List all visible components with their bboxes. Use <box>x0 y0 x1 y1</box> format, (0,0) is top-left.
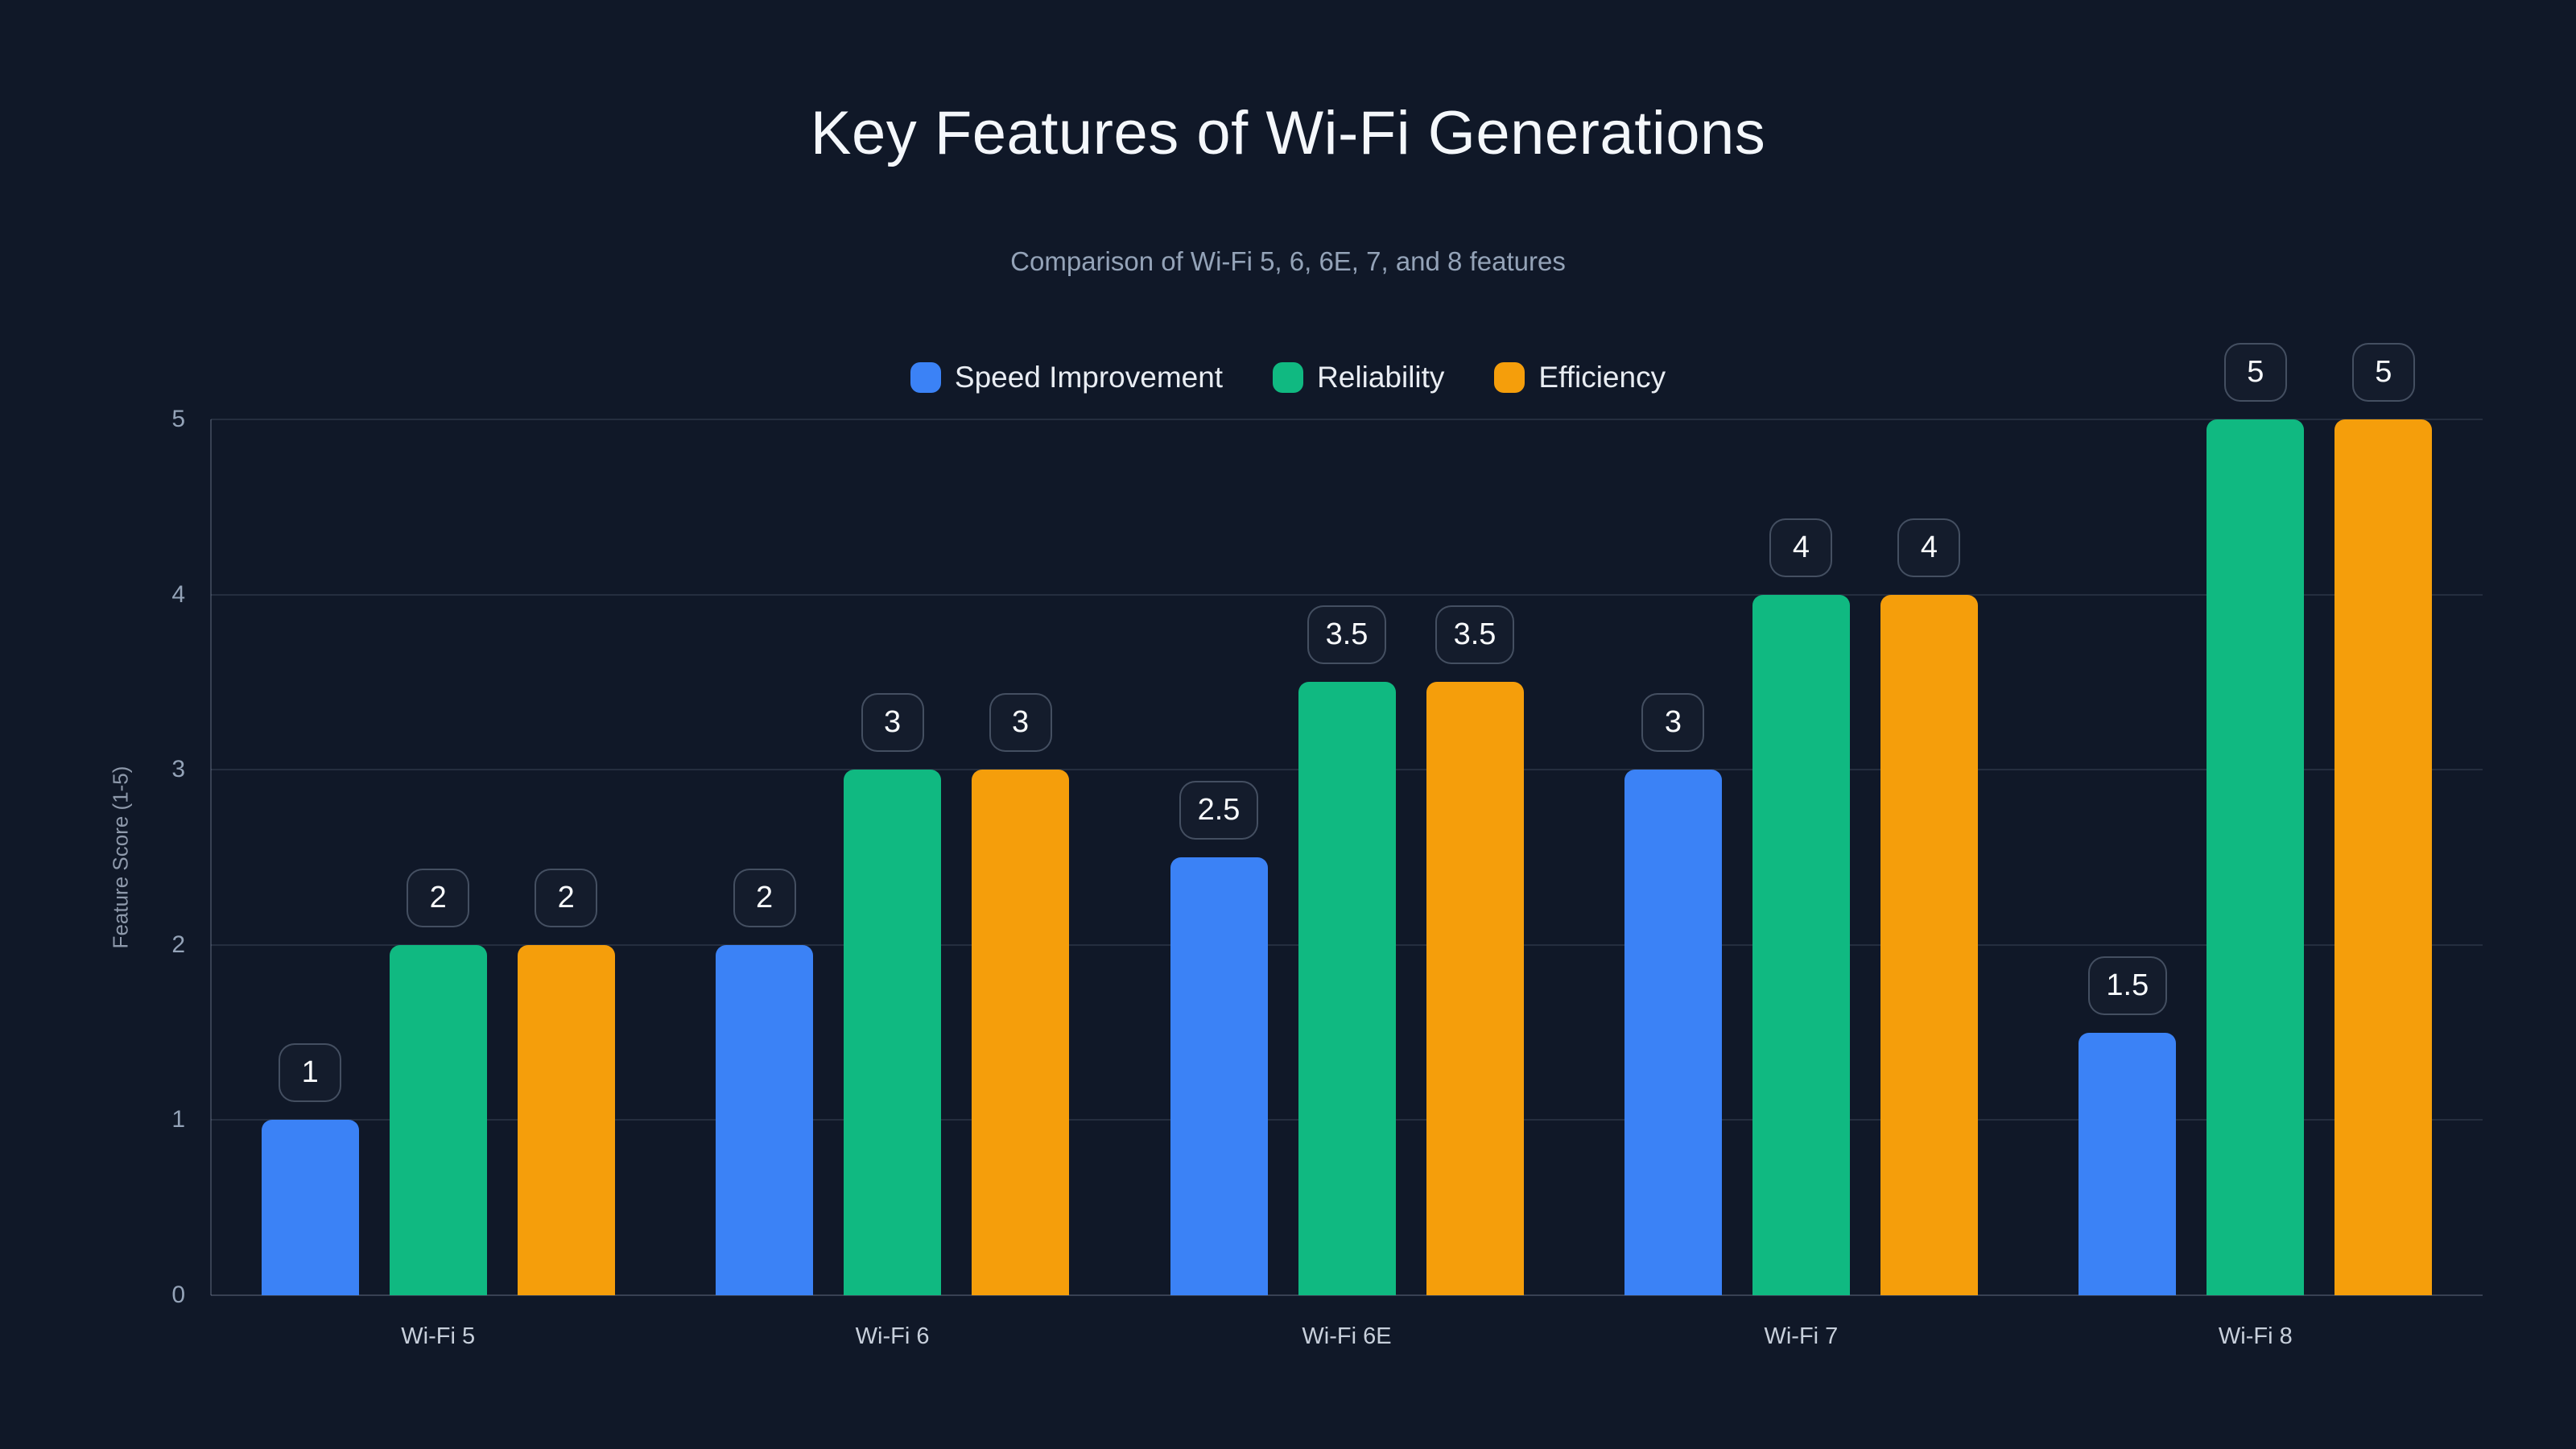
bar-efficiency-wi-fi-6e <box>1426 682 1524 1295</box>
bar-speed-improvement-wi-fi-8 <box>2079 1032 2177 1295</box>
bar-speed-improvement-wi-fi-5 <box>261 1120 359 1295</box>
y-tick-label-0: 0 <box>171 1282 185 1308</box>
y-tick-label-3: 3 <box>171 756 185 783</box>
x-axis-label-wi-fi-8: Wi-Fi 8 <box>2218 1323 2293 1349</box>
legend-swatch-speed-improvement <box>910 362 941 393</box>
value-label-reliability-wi-fi-6: 3 <box>861 693 924 753</box>
bar-efficiency-wi-fi-7 <box>1880 594 1978 1295</box>
legend-label-efficiency: Efficiency <box>1538 361 1666 394</box>
value-label-speed-improvement-wi-fi-7: 3 <box>1641 693 1705 753</box>
x-axis-label-wi-fi-6e: Wi-Fi 6E <box>1302 1323 1392 1349</box>
value-label-efficiency-wi-fi-5: 2 <box>535 868 598 927</box>
bar-efficiency-wi-fi-8 <box>2334 419 2433 1295</box>
x-axis-label-wi-fi-6: Wi-Fi 6 <box>855 1323 930 1349</box>
legend-item-efficiency[interactable]: Efficiency <box>1494 361 1666 394</box>
x-axis-line <box>211 1294 2483 1296</box>
value-label-efficiency-wi-fi-8: 5 <box>2351 343 2415 402</box>
legend-item-reliability[interactable]: Reliability <box>1273 361 1444 394</box>
y-tick-label-2: 2 <box>171 931 185 958</box>
x-axis-label-wi-fi-7: Wi-Fi 7 <box>1764 1323 1839 1349</box>
value-label-speed-improvement-wi-fi-8: 1.5 <box>2087 956 2167 1015</box>
bar-reliability-wi-fi-6 <box>844 770 942 1295</box>
value-label-speed-improvement-wi-fi-5: 1 <box>279 1043 342 1103</box>
bar-speed-improvement-wi-fi-7 <box>1624 770 1722 1295</box>
bar-efficiency-wi-fi-6 <box>972 770 1070 1295</box>
bar-speed-improvement-wi-fi-6 <box>716 944 814 1295</box>
y-tick-label-4: 4 <box>171 580 185 608</box>
y-axis-line <box>210 419 212 1295</box>
value-label-reliability-wi-fi-5: 2 <box>407 868 470 927</box>
bar-speed-improvement-wi-fi-6e <box>1170 857 1268 1295</box>
y-tick-label-1: 1 <box>171 1106 185 1133</box>
bar-efficiency-wi-fi-5 <box>517 944 615 1295</box>
legend: Speed Improvement Reliability Efficiency <box>0 361 2576 394</box>
legend-item-speed-improvement[interactable]: Speed Improvement <box>910 361 1223 394</box>
value-label-reliability-wi-fi-8: 5 <box>2223 343 2287 402</box>
legend-label-speed-improvement: Speed Improvement <box>954 361 1224 394</box>
value-label-efficiency-wi-fi-7: 4 <box>1897 518 1961 577</box>
value-label-efficiency-wi-fi-6e: 3.5 <box>1435 605 1514 665</box>
value-label-speed-improvement-wi-fi-6e: 2.5 <box>1179 781 1258 840</box>
x-axis-label-wi-fi-5: Wi-Fi 5 <box>401 1323 476 1349</box>
bar-reliability-wi-fi-7 <box>1752 594 1850 1295</box>
value-label-efficiency-wi-fi-6: 3 <box>989 693 1052 753</box>
bar-reliability-wi-fi-8 <box>2207 419 2305 1295</box>
legend-label-reliability: Reliability <box>1317 361 1445 394</box>
bar-reliability-wi-fi-6e <box>1298 682 1396 1295</box>
bar-reliability-wi-fi-5 <box>389 944 487 1295</box>
legend-swatch-reliability <box>1273 362 1304 393</box>
value-label-speed-improvement-wi-fi-6: 2 <box>733 868 796 927</box>
chart-subtitle: Comparison of Wi-Fi 5, 6, 6E, 7, and 8 f… <box>1010 246 1566 276</box>
gridline-5 <box>211 419 2483 420</box>
chart-title: Key Features of Wi-Fi Generations <box>810 99 1766 167</box>
gridline-4 <box>211 593 2483 596</box>
value-label-reliability-wi-fi-7: 4 <box>1769 518 1833 577</box>
value-label-reliability-wi-fi-6e: 3.5 <box>1307 605 1386 665</box>
y-tick-label-5: 5 <box>171 406 185 432</box>
legend-swatch-efficiency <box>1494 362 1525 393</box>
